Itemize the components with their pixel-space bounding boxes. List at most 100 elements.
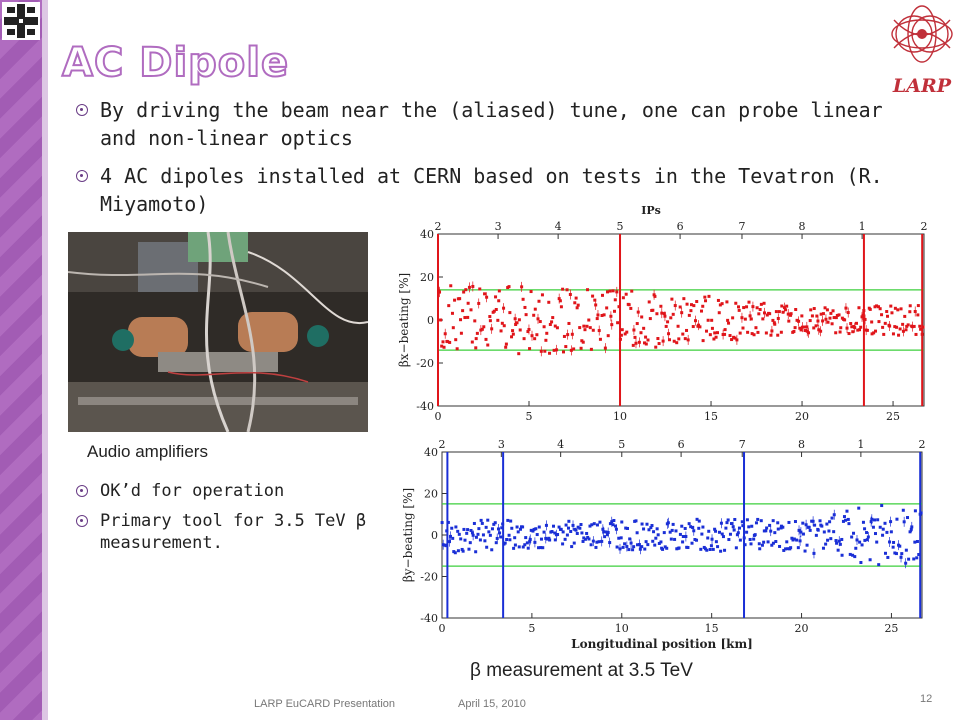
data-point	[690, 541, 694, 545]
data-point	[799, 328, 803, 332]
data-point	[903, 314, 907, 318]
data-point	[898, 544, 902, 548]
data-point	[602, 313, 606, 317]
data-point	[523, 305, 527, 309]
data-point	[803, 549, 807, 553]
sidebar-stripes	[0, 0, 42, 720]
data-point	[510, 526, 514, 530]
data-point	[735, 533, 739, 537]
plot-frame	[437, 233, 925, 407]
data-point	[782, 548, 786, 552]
data-point	[785, 540, 789, 544]
data-point	[548, 351, 552, 355]
data-point	[714, 335, 718, 339]
data-point	[728, 334, 732, 338]
data-point	[576, 303, 580, 307]
data-point	[681, 332, 685, 336]
photo-caption: Audio amplifiers	[87, 442, 208, 461]
data-point	[642, 326, 646, 330]
data-point	[900, 552, 904, 556]
data-point	[905, 324, 909, 328]
data-point	[834, 539, 838, 543]
data-point	[758, 308, 762, 312]
data-point	[730, 338, 734, 342]
data-point	[532, 527, 536, 531]
data-point	[741, 326, 745, 330]
data-point	[756, 330, 760, 334]
data-point	[748, 537, 752, 541]
data-point	[724, 526, 728, 530]
data-point	[720, 302, 724, 306]
data-point	[874, 329, 878, 333]
ip-tick-label: 7	[738, 220, 745, 233]
data-point	[542, 325, 546, 329]
data-point	[575, 306, 579, 310]
y-tick-label: 40	[420, 228, 434, 241]
data-point	[505, 537, 509, 541]
data-point	[581, 340, 585, 344]
data-point	[918, 324, 922, 328]
sub-bullet-text: OK’d for operation	[100, 481, 285, 501]
data-point	[854, 321, 858, 325]
data-point	[466, 528, 470, 532]
data-point	[657, 541, 661, 545]
data-point	[574, 528, 578, 532]
bullet-item: By driving the beam near the (aliased) t…	[72, 96, 892, 152]
data-point	[915, 556, 919, 560]
data-point	[567, 519, 571, 523]
data-point	[715, 331, 719, 335]
data-point	[870, 332, 874, 336]
data-point	[823, 306, 827, 310]
data-point	[771, 541, 775, 545]
data-point	[665, 546, 669, 550]
data-point	[683, 526, 687, 530]
data-point	[707, 529, 711, 533]
data-point	[594, 545, 598, 549]
data-point	[857, 506, 861, 510]
data-point	[557, 525, 561, 529]
x-tick-label: 15	[705, 622, 719, 635]
data-point	[654, 345, 658, 349]
data-point	[773, 531, 777, 535]
data-point	[906, 323, 910, 327]
data-point	[501, 522, 505, 526]
x-tick-label: 5	[526, 410, 533, 423]
data-point	[919, 511, 923, 515]
data-point	[620, 328, 624, 332]
data-point	[914, 332, 918, 336]
data-point	[819, 312, 823, 316]
ip-tick-label: 2	[921, 220, 928, 233]
data-point	[741, 524, 745, 528]
data-point	[493, 521, 497, 525]
x-tick-label: 0	[435, 410, 442, 423]
data-point	[849, 322, 853, 326]
data-point	[670, 528, 674, 532]
data-point	[531, 529, 535, 533]
data-point	[511, 329, 515, 333]
data-point	[784, 308, 788, 312]
data-point	[669, 537, 673, 541]
sub-bullet-text: Primary tool for 3.5 TeV β measurement.	[100, 511, 367, 553]
top-axis-label: IPs	[641, 204, 661, 217]
data-point	[575, 531, 579, 535]
data-point	[583, 537, 587, 541]
data-point	[492, 522, 496, 526]
data-point	[461, 309, 465, 313]
data-point	[646, 543, 650, 547]
data-point	[440, 344, 444, 348]
data-point	[691, 325, 695, 329]
data-point	[510, 335, 514, 339]
data-point	[473, 319, 477, 323]
data-point	[509, 519, 513, 523]
data-point	[863, 527, 867, 531]
data-point	[541, 546, 545, 550]
data-point	[629, 306, 633, 310]
y-tick-label: -20	[416, 357, 434, 370]
data-point	[802, 325, 806, 329]
data-point	[761, 317, 765, 321]
data-point	[494, 541, 498, 545]
data-point	[597, 540, 601, 544]
data-point	[589, 347, 593, 351]
data-point	[548, 322, 552, 326]
data-point	[640, 545, 644, 549]
